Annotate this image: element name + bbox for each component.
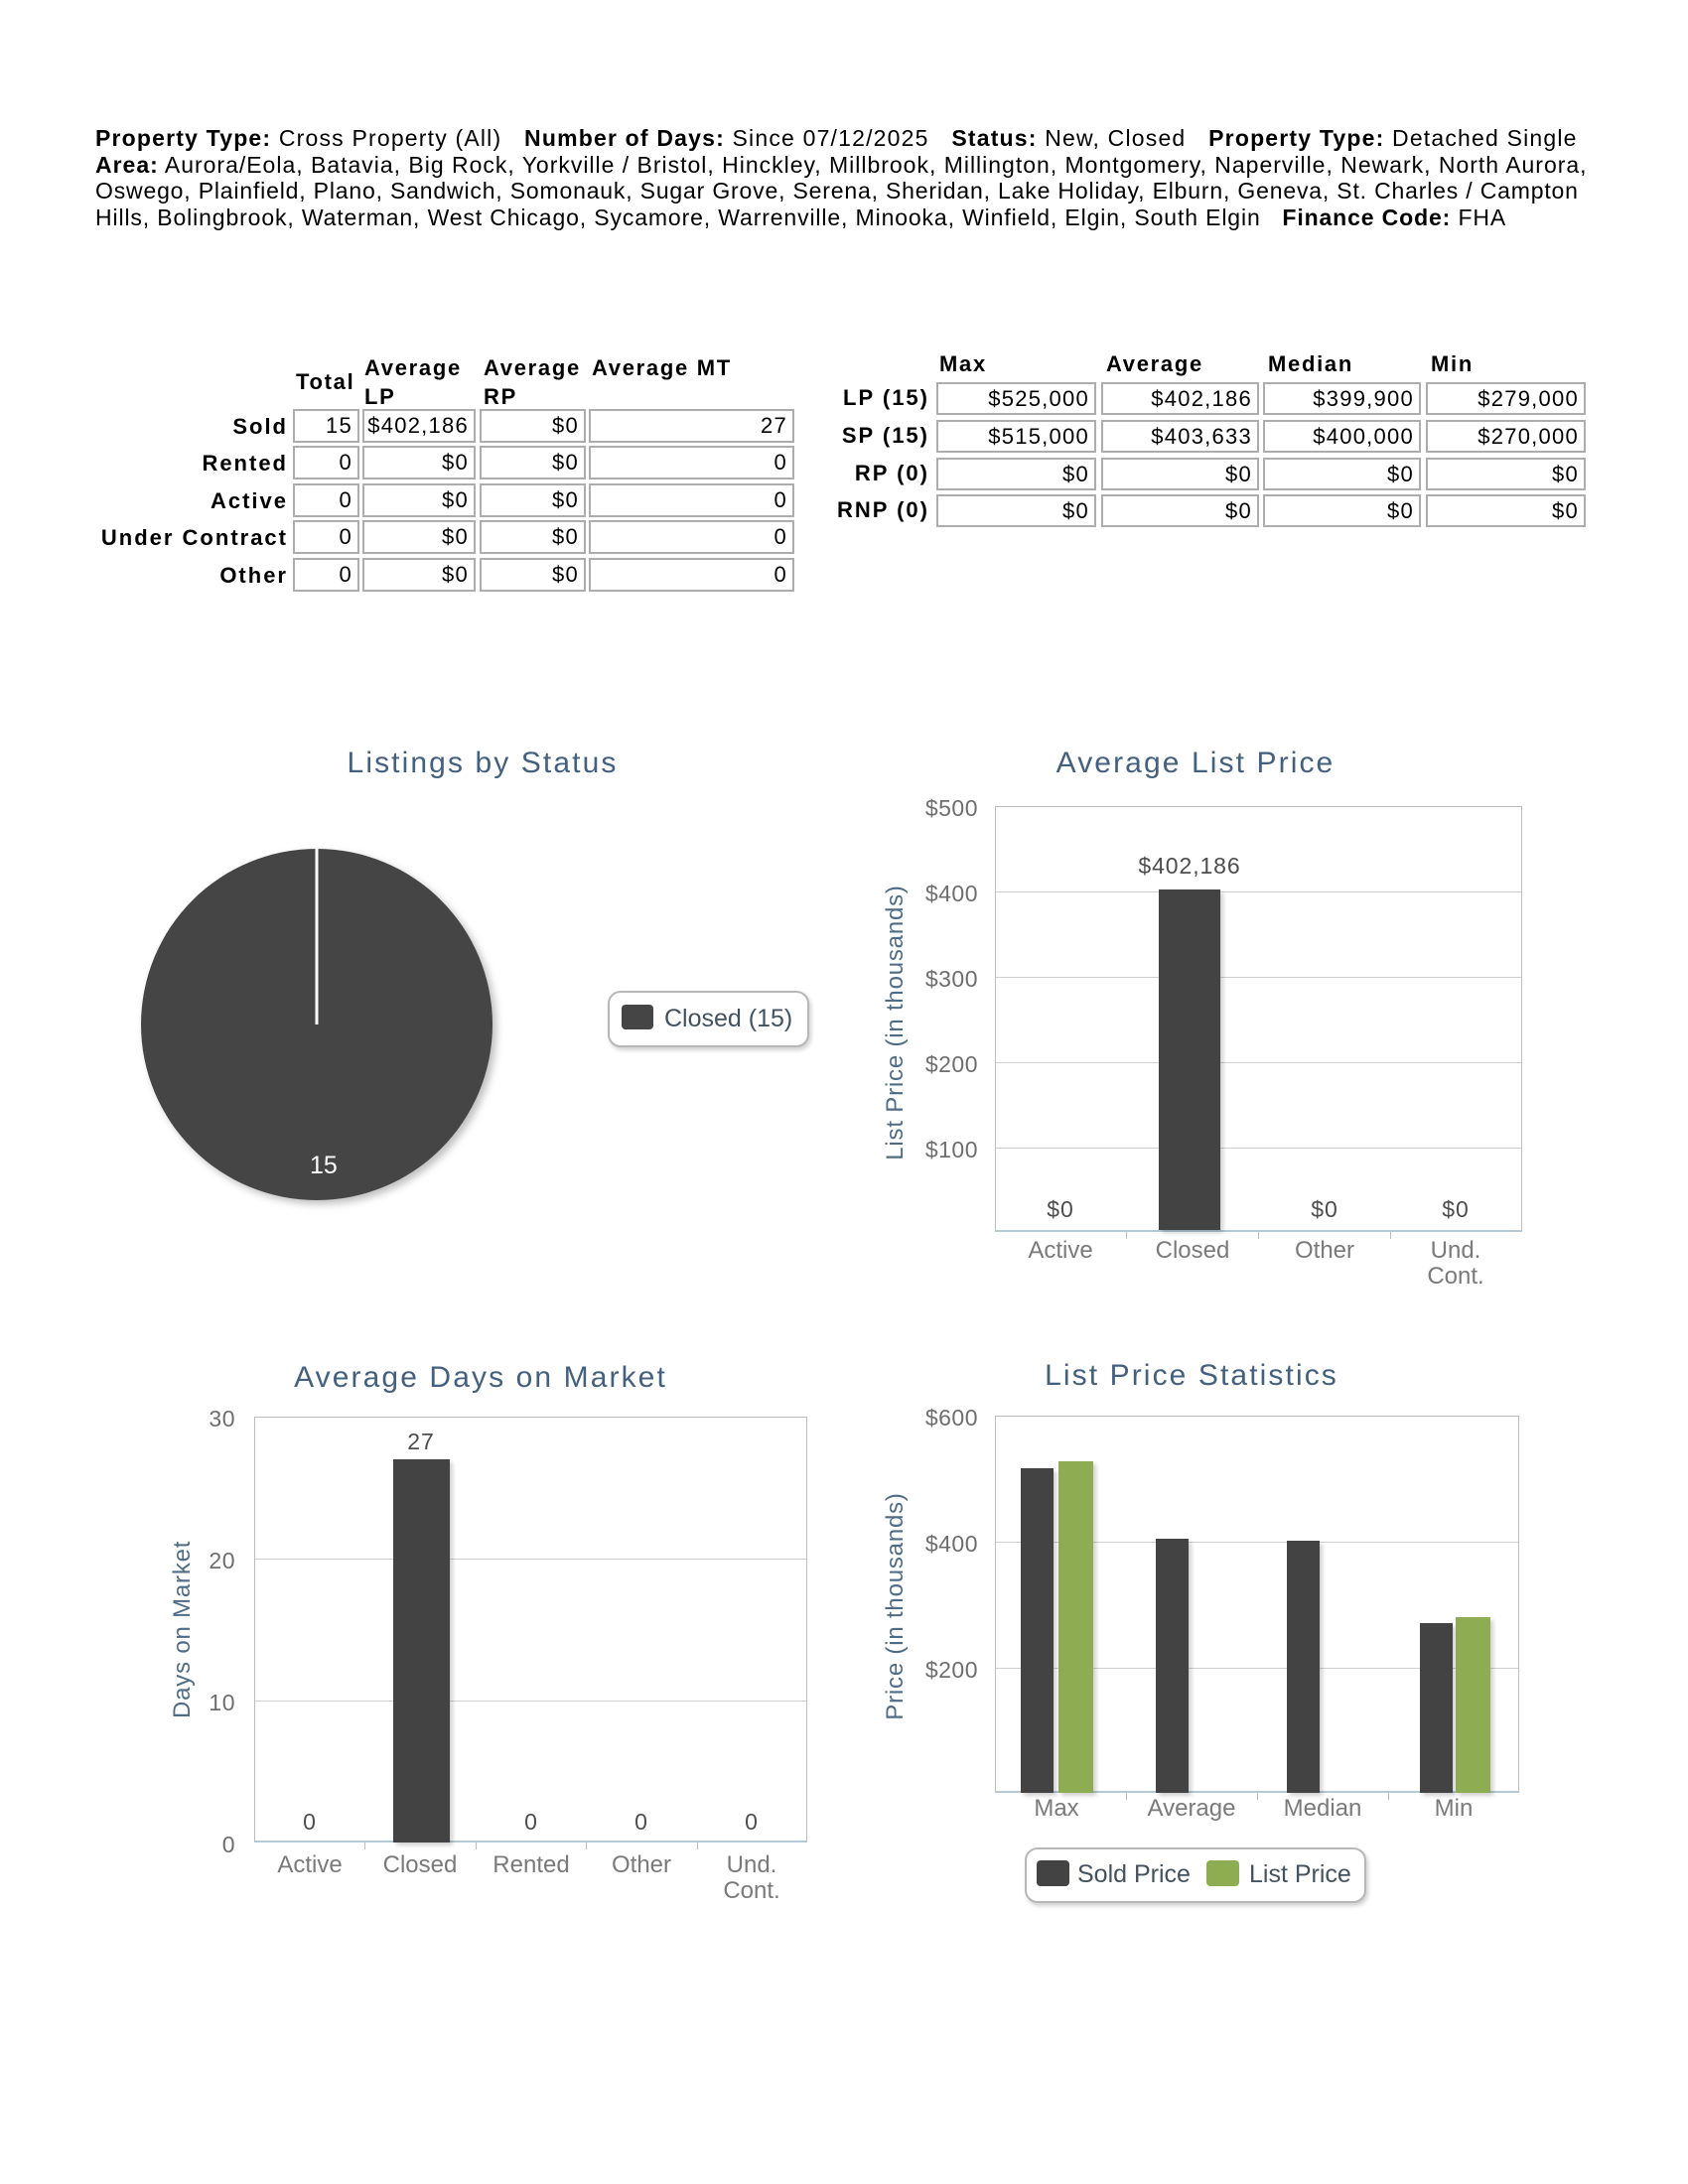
svg-text:15: 15	[310, 1152, 338, 1179]
